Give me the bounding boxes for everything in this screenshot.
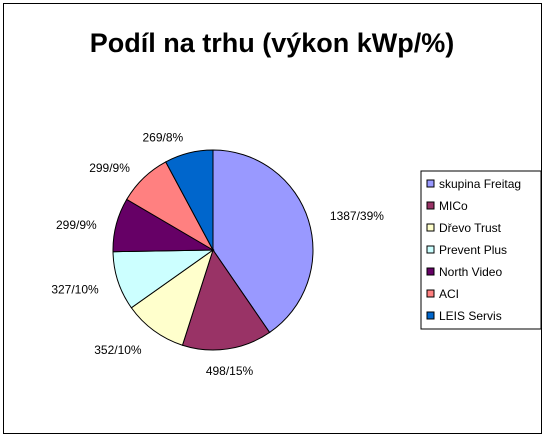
pie-slice bbox=[181, 248, 271, 351]
legend-label: MICo bbox=[439, 199, 468, 213]
legend-swatch bbox=[426, 311, 435, 320]
legend-label: Dřevo Trust bbox=[439, 221, 502, 235]
legend-swatch bbox=[426, 179, 435, 188]
pie-slice bbox=[165, 149, 214, 251]
legend-swatch bbox=[426, 223, 435, 232]
legend-swatch bbox=[426, 267, 435, 276]
data-label: 498/15% bbox=[206, 364, 254, 378]
data-label: 299/9% bbox=[56, 218, 97, 232]
legend-label: Prevent Plus bbox=[439, 243, 507, 257]
legend-label: ACI bbox=[439, 287, 459, 301]
legend-label: North Video bbox=[439, 265, 502, 279]
data-label: 299/9% bbox=[89, 161, 130, 175]
legend-swatch bbox=[426, 201, 435, 210]
data-label: 269/8% bbox=[142, 130, 183, 144]
legend: skupina Freitag MICo Dřevo Trust Prevent Pl… bbox=[420, 170, 542, 330]
legend-label: LEIS Servis bbox=[439, 309, 502, 323]
legend-label: skupina Freitag bbox=[439, 177, 521, 191]
chart-title: Podíl na trhu (výkon kWp/%) bbox=[90, 28, 455, 58]
pie-slices bbox=[112, 149, 314, 351]
legend-box bbox=[420, 170, 542, 330]
legend-swatch bbox=[426, 245, 435, 254]
data-label: 327/10% bbox=[51, 283, 99, 297]
data-label: 352/10% bbox=[94, 343, 142, 357]
data-label: 1387/39% bbox=[330, 209, 384, 223]
pie-slice bbox=[212, 149, 314, 334]
legend-swatch bbox=[426, 289, 435, 298]
data-labels: 1387/39% 498/15% 352/10% 327/10% 299/9% 299/9… bbox=[51, 130, 384, 377]
